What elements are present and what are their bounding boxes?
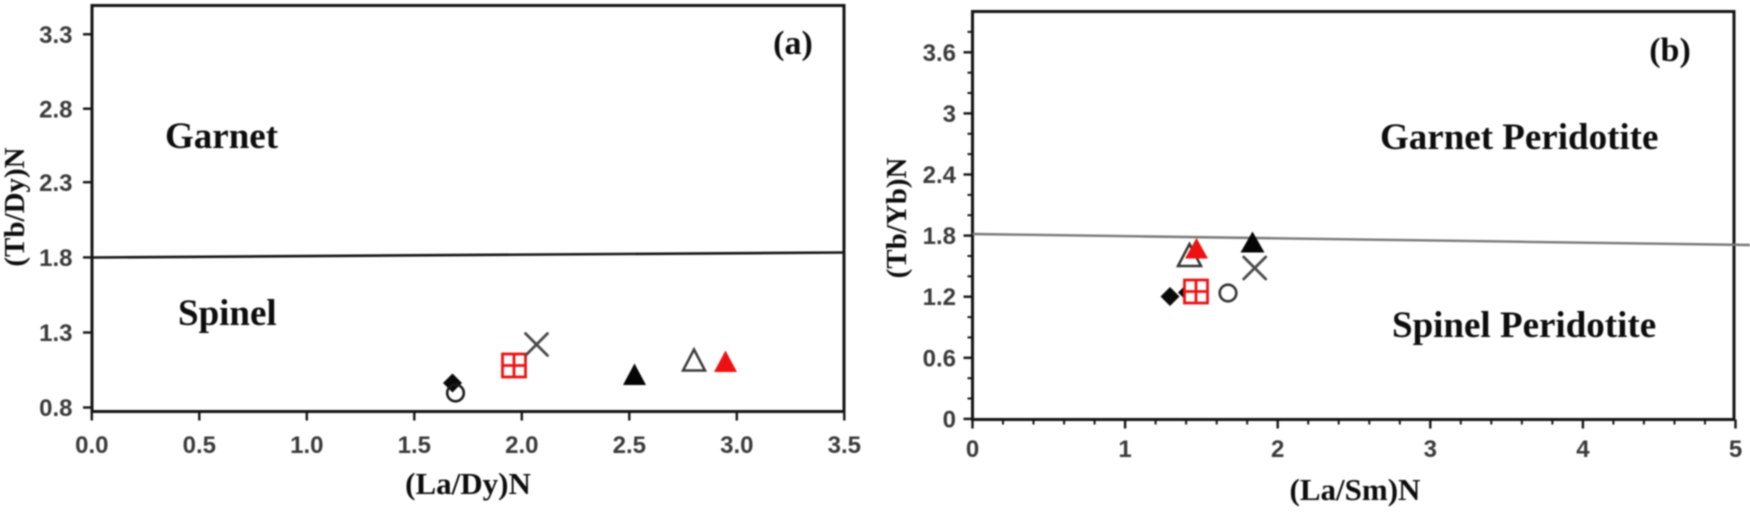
svg-text:3.5: 3.5 xyxy=(828,432,861,459)
svg-text:3.3: 3.3 xyxy=(39,22,72,49)
svg-text:3.6: 3.6 xyxy=(923,40,956,67)
svg-text:5: 5 xyxy=(1729,436,1742,463)
svg-text:(La/Dy)N: (La/Dy)N xyxy=(405,466,531,501)
svg-text:(b): (b) xyxy=(1649,32,1691,69)
svg-text:Garnet: Garnet xyxy=(165,116,279,157)
svg-text:0: 0 xyxy=(943,406,956,433)
svg-text:0.8: 0.8 xyxy=(39,395,72,422)
svg-text:1.3: 1.3 xyxy=(39,320,72,347)
svg-text:1: 1 xyxy=(1118,436,1131,463)
svg-text:2.5: 2.5 xyxy=(613,432,646,459)
svg-text:3: 3 xyxy=(943,101,956,128)
svg-text:0.0: 0.0 xyxy=(75,432,108,459)
svg-text:2.8: 2.8 xyxy=(39,96,72,123)
svg-text:1.2: 1.2 xyxy=(923,284,956,311)
svg-text:3: 3 xyxy=(1424,436,1437,463)
svg-text:(Tb/Yb)N: (Tb/Yb)N xyxy=(881,158,913,279)
svg-text:1.0: 1.0 xyxy=(290,432,323,459)
svg-text:1.8: 1.8 xyxy=(923,223,956,250)
svg-text:2.0: 2.0 xyxy=(505,432,538,459)
svg-text:1.5: 1.5 xyxy=(398,432,431,459)
svg-text:Spinel: Spinel xyxy=(178,293,277,334)
svg-text:(Tb/Dy)N: (Tb/Dy)N xyxy=(0,147,31,266)
svg-text:0.5: 0.5 xyxy=(183,432,216,459)
svg-text:Garnet Peridotite: Garnet Peridotite xyxy=(1380,117,1658,158)
svg-text:(La/Sm)N: (La/Sm)N xyxy=(1290,472,1421,507)
svg-text:(a): (a) xyxy=(773,25,813,62)
svg-text:3.0: 3.0 xyxy=(720,432,753,459)
svg-text:4: 4 xyxy=(1576,436,1590,463)
svg-text:2.3: 2.3 xyxy=(39,170,72,197)
svg-text:0.6: 0.6 xyxy=(923,345,956,372)
svg-text:1.8: 1.8 xyxy=(39,245,72,272)
svg-text:0: 0 xyxy=(966,436,979,463)
svg-text:2.4: 2.4 xyxy=(923,162,957,189)
svg-text:2: 2 xyxy=(1271,436,1284,463)
svg-text:Spinel Peridotite: Spinel Peridotite xyxy=(1392,305,1656,346)
